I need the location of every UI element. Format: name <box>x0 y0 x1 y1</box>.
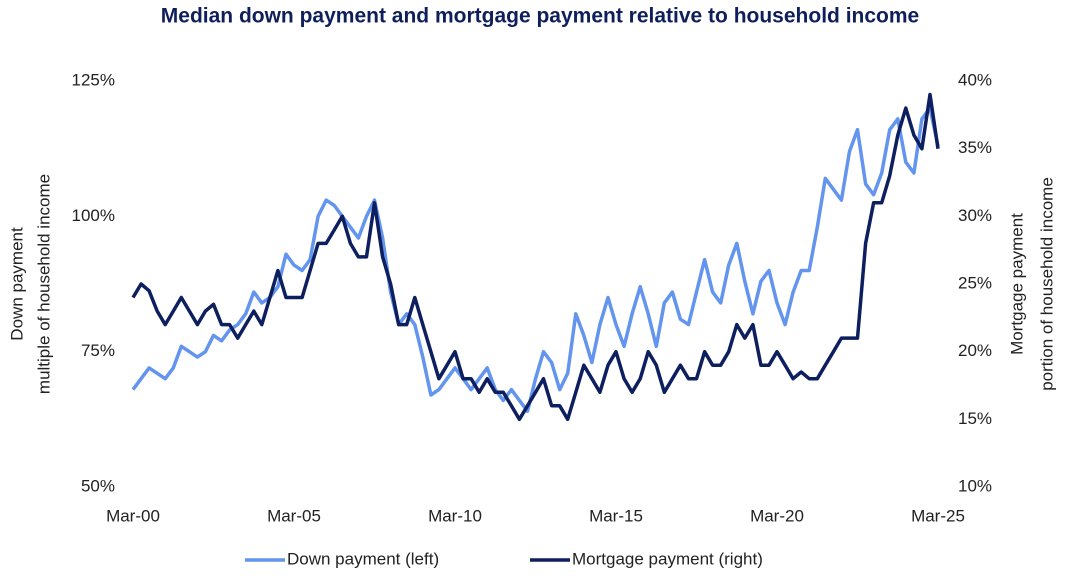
y-tick-label: 50% <box>81 476 115 495</box>
y2-axis-label: Mortgage payment <box>1007 213 1026 355</box>
x-tick-label: Mar-15 <box>589 506 643 525</box>
x-tick-label: Mar-00 <box>106 506 160 525</box>
y2-tick-label: 10% <box>958 476 992 495</box>
y2-tick-label: 35% <box>958 138 992 157</box>
y-axis-label: multiple of household income <box>34 174 53 394</box>
line-series <box>131 92 940 422</box>
legend-label: Mortgage payment (right) <box>572 549 763 568</box>
y2-tick-label: 30% <box>958 206 992 225</box>
y2-tick-label: 15% <box>958 409 992 428</box>
x-tick-label: Mar-05 <box>267 506 321 525</box>
y2-axis-label: portion of household income <box>1037 177 1056 391</box>
x-tick-label: Mar-10 <box>428 506 482 525</box>
x-tick-label: Mar-20 <box>750 506 804 525</box>
y-tick-label: 75% <box>81 341 115 360</box>
x-tick-label: Mar-25 <box>911 506 965 525</box>
y2-tick-label: 40% <box>958 70 992 89</box>
line-series <box>131 106 940 413</box>
y-tick-label: 125% <box>72 70 115 89</box>
y2-tick-label: 25% <box>958 273 992 292</box>
y-tick-label: 100% <box>72 206 115 225</box>
y-axis-label: Down payment <box>7 227 26 341</box>
chart-title: Median down payment and mortgage payment… <box>161 5 919 28</box>
y2-tick-label: 20% <box>958 341 992 360</box>
legend-label: Down payment (left) <box>287 549 439 568</box>
